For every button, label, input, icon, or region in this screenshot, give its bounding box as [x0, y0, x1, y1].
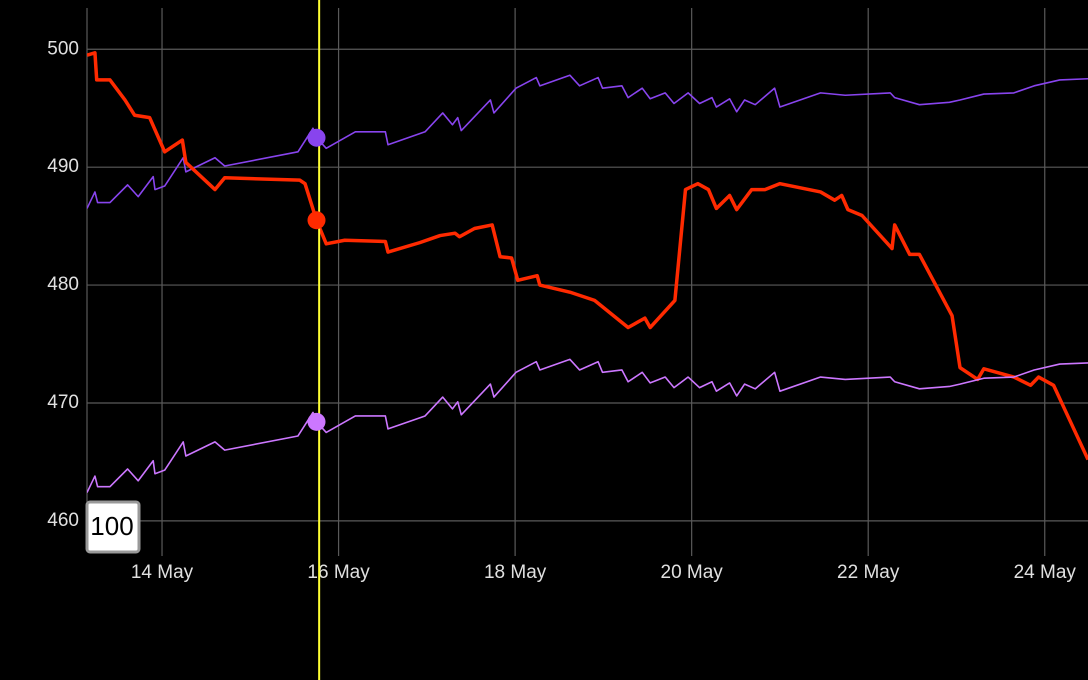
series-line	[87, 74, 1088, 209]
x-tick-label: 14 May	[131, 562, 194, 583]
grid: 460 470 480 490 500 14 May 16 May 18 May 20 May 2…	[47, 8, 1088, 583]
x-tick-label: 16 May	[307, 562, 370, 583]
x-tick-label: 22 May	[837, 562, 900, 583]
y-tick-label: 500	[47, 38, 79, 59]
y-tick-label: 460	[47, 510, 79, 531]
x-tick-label: 20 May	[661, 562, 724, 583]
badge: 100	[85, 500, 141, 554]
series-line	[87, 51, 1088, 461]
x-tick-label: 24 May	[1014, 562, 1077, 583]
y-tick-label: 480	[47, 274, 79, 295]
y-tick-label: 490	[47, 156, 79, 177]
plot-area	[87, 51, 1088, 493]
hover-marker	[307, 412, 326, 431]
badge-box	[85, 500, 141, 554]
hover-marker	[307, 211, 326, 230]
x-tick-label: 18 May	[484, 562, 547, 583]
badge-text: 100	[90, 511, 133, 541]
hover-marker	[307, 128, 326, 147]
series-line	[87, 358, 1088, 493]
overlay	[307, 0, 326, 680]
y-tick-label: 470	[47, 392, 79, 413]
